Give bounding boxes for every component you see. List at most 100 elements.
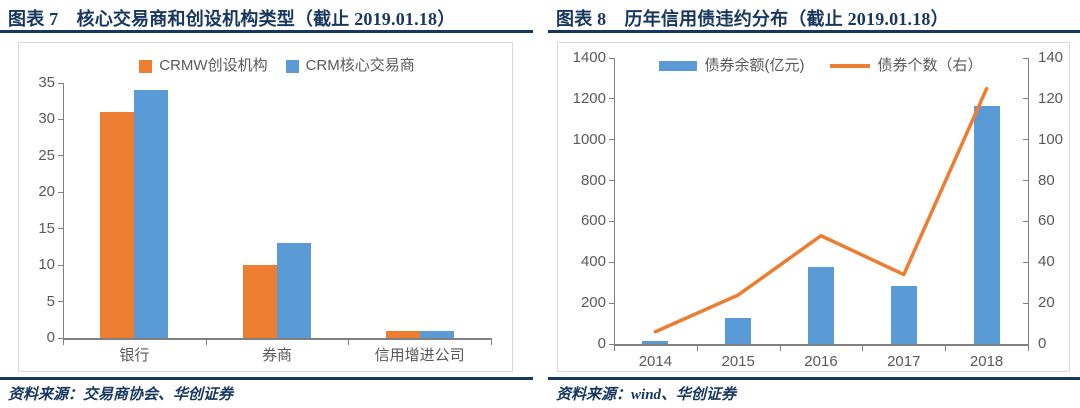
legend-item: CRM核心交易商 (285, 57, 415, 75)
bar (890, 285, 917, 344)
figure-7-title: 图表 7 核心交易商和创设机构类型（截止 2019.01.18） (8, 9, 456, 29)
secondary-y-axis-tick (1023, 57, 1028, 59)
figure-8-title-rule (548, 30, 1080, 33)
y-axis-label: 1000 (572, 130, 606, 148)
x-axis-tick (696, 344, 698, 351)
legend-line-swatch (830, 64, 871, 68)
legend-item: CRMW创设机构 (139, 57, 268, 75)
bar (385, 330, 420, 338)
secondary-y-axis-label: 60 (1038, 212, 1055, 230)
x-axis-label: 券商 (261, 347, 292, 364)
bar (243, 265, 277, 338)
secondary-y-axis-label: 100 (1038, 130, 1064, 148)
y-axis-label: 600 (580, 212, 606, 230)
y-axis-label: 0 (597, 335, 606, 352)
legend-swatch (285, 59, 299, 73)
bar (808, 267, 834, 344)
y-axis-tick (609, 139, 614, 141)
figure-7-section: 图表 7 核心交易商和创设机构类型（截止 2019.01.18） 0 5 10 15 2… (0, 0, 533, 408)
y-axis-tick (58, 82, 63, 84)
y-axis-tick (609, 343, 614, 345)
bar (277, 243, 311, 338)
figure-7-bottom-rule (0, 377, 533, 380)
secondary-y-axis-line (1028, 58, 1029, 344)
x-axis-label: 2016 (804, 353, 838, 370)
legend: CRMW创设机构 CRM核心交易商 (63, 57, 491, 75)
legend-item: 债券个数（右） (830, 57, 983, 75)
source-label: 资料来源： (8, 387, 84, 403)
legend-item: 债券余额(亿元) (659, 57, 804, 75)
legend-swatch (659, 61, 698, 71)
y-axis-label: 800 (580, 171, 606, 189)
x-axis-line (614, 344, 1029, 346)
source-text: wind、华创证券 (631, 387, 737, 403)
bar (134, 90, 169, 338)
x-axis-label: 银行 (119, 347, 150, 364)
y-axis-tick (58, 337, 63, 339)
x-axis-label: 信用增进公司 (374, 347, 465, 364)
y-axis-tick (609, 261, 614, 263)
secondary-y-axis-label: 80 (1038, 171, 1055, 189)
y-axis-tick (58, 264, 63, 266)
legend: 债券余额(亿元) 债券个数（右） (614, 57, 1028, 75)
y-axis-label: 30 (38, 110, 55, 128)
crm-dealers-bar-chart: 0 5 10 15 20 25 30 35 银行 券商 信用增进公司 CRMW创设机构 CRM核心交易商 (18, 42, 513, 372)
y-axis-label: 20 (38, 183, 55, 201)
legend-label: CRMW创设机构 (159, 57, 268, 74)
legend-label: CRM核心交易商 (305, 57, 415, 74)
y-axis-tick (58, 228, 63, 230)
secondary-y-axis-label: 120 (1038, 89, 1064, 107)
bar (100, 112, 135, 338)
figure-8-section: 图表 8 历年信用债违约分布（截止 2019.01.18） 0 200 400 600… (548, 0, 1080, 408)
y-axis-label: 10 (38, 256, 55, 274)
y-axis-label: 25 (38, 146, 55, 164)
secondary-y-axis-tick (1023, 139, 1028, 141)
y-axis-label: 15 (38, 219, 55, 237)
bar (642, 341, 669, 344)
x-axis-tick (779, 344, 781, 351)
legend-label: 债券个数（右） (877, 57, 983, 74)
figure-8-bottom-rule (548, 377, 1080, 380)
secondary-y-axis-tick (1023, 180, 1028, 182)
x-axis-tick (614, 344, 615, 351)
bond-default-combo-chart: 0 200 400 600 800 1000 1200 1400 0 20 40 60 80 100 120… (557, 42, 1070, 372)
y-axis-label: 1400 (572, 49, 606, 66)
bar (419, 330, 454, 338)
figure-8-title: 图表 8 历年信用债违约分布（截止 2019.01.18） (556, 9, 949, 29)
x-axis-tick (1028, 344, 1029, 351)
source-label: 资料来源： (556, 387, 632, 403)
x-axis-tick (491, 338, 492, 345)
figure-8-source: 资料来源：wind、华创证券 (556, 383, 736, 404)
x-axis-tick (945, 344, 947, 351)
legend-label: 债券余额(亿元) (704, 57, 805, 74)
x-axis-label: 2018 (969, 353, 1004, 370)
x-axis-tick (63, 338, 64, 345)
y-axis-tick (58, 191, 63, 193)
x-axis-label: 2015 (721, 353, 755, 370)
secondary-y-axis-label: 140 (1038, 49, 1064, 66)
y-axis-label: 1200 (572, 89, 606, 107)
y-axis-label: 0 (46, 329, 55, 346)
figure-7-source: 资料来源：交易商协会、华创证券 (8, 383, 233, 404)
x-axis-line (63, 338, 492, 340)
y-axis-tick (58, 155, 63, 157)
bar (725, 318, 752, 344)
y-axis-label: 400 (580, 253, 606, 271)
y-axis-label: 5 (46, 292, 55, 310)
y-axis-label: 200 (580, 294, 606, 312)
secondary-y-axis-tick (1023, 302, 1028, 304)
y-axis-tick (609, 180, 614, 182)
y-axis-tick (58, 118, 63, 120)
x-axis-tick (862, 344, 864, 351)
legend-swatch (139, 59, 153, 73)
y-axis-line (63, 83, 64, 338)
x-axis-tick (205, 338, 207, 345)
secondary-y-axis-label: 20 (1038, 294, 1055, 312)
x-axis-label: 2017 (887, 353, 921, 370)
x-axis-tick (348, 338, 350, 345)
source-text: 交易商协会、华创证券 (83, 387, 234, 403)
y-axis-label: 35 (38, 74, 55, 91)
y-axis-tick (609, 57, 614, 59)
y-axis-tick (58, 301, 63, 303)
